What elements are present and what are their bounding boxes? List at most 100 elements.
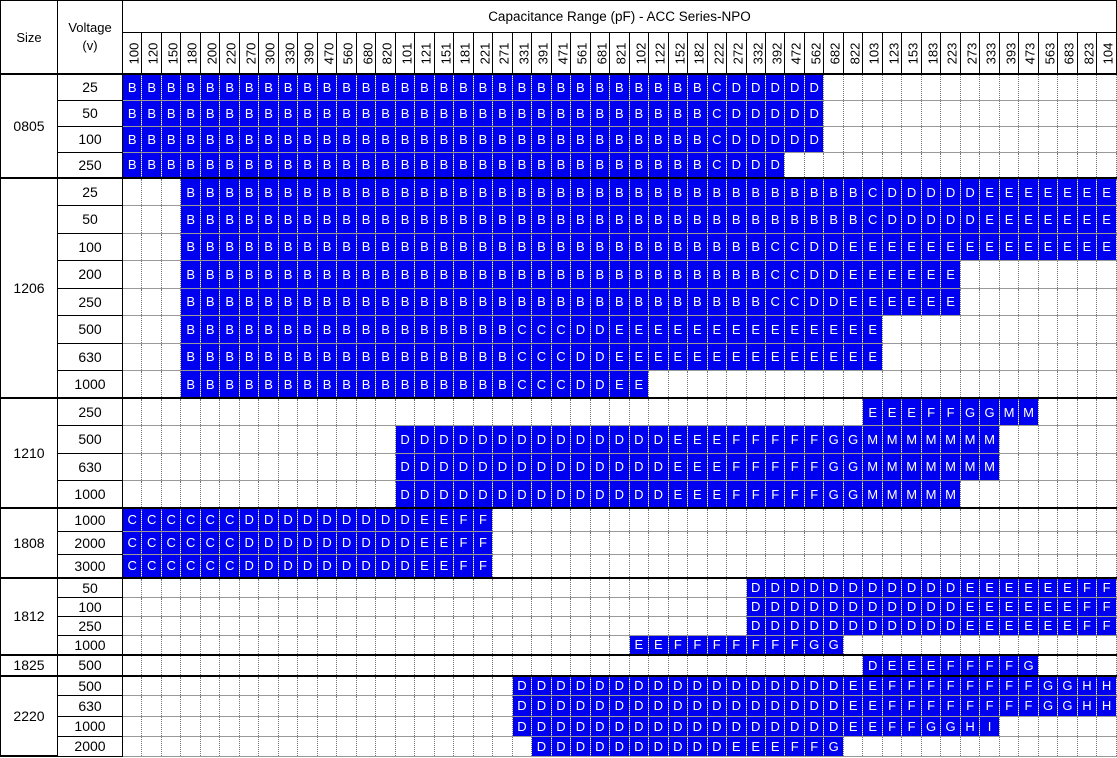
case-code-cell: E xyxy=(745,342,766,371)
case-code-cell: D xyxy=(433,452,455,481)
case-code-cell: D xyxy=(570,425,591,454)
case-code-cell: D xyxy=(414,425,435,454)
empty-cell xyxy=(277,596,299,617)
empty-cell xyxy=(258,425,279,454)
case-code-cell: E xyxy=(998,205,1020,234)
empty-cell xyxy=(375,615,396,636)
case-code-cell: M xyxy=(862,452,883,481)
empty-cell xyxy=(1096,370,1117,399)
case-code-cell: D xyxy=(823,232,844,261)
empty-cell xyxy=(784,506,805,532)
case-code-cell: B xyxy=(550,287,572,316)
case-code-cell: B xyxy=(199,342,221,371)
empty-cell xyxy=(160,596,182,617)
case-code-cell: F xyxy=(803,452,825,481)
empty-cell xyxy=(628,530,650,556)
empty-cell xyxy=(823,151,844,179)
empty-cell xyxy=(550,634,572,656)
empty-cell xyxy=(258,576,279,598)
case-code-cell: B xyxy=(648,125,669,153)
case-code-cell: D xyxy=(648,425,669,454)
table-row: 500 D D D D D D D D D D D D D D E E E F F F F F G G M M M M M M M xyxy=(1,425,1117,454)
case-code-cell: B xyxy=(433,315,455,344)
capacitance-column-labels: 100 120 150 180 200 220 270 300 330 390 470 560 680 8… xyxy=(1,32,1117,75)
case-code-cell: B xyxy=(277,151,299,179)
case-code-cell: F xyxy=(940,674,961,697)
case-code-cell: B xyxy=(394,342,416,371)
empty-cell xyxy=(297,397,318,426)
empty-cell xyxy=(998,287,1020,316)
case-code-cell: B xyxy=(238,342,260,371)
case-code-cell: B xyxy=(238,370,260,399)
empty-cell xyxy=(121,674,143,697)
case-code-cell: B xyxy=(511,151,533,179)
case-code-cell: C xyxy=(764,232,786,261)
empty-cell xyxy=(589,554,611,579)
empty-cell xyxy=(511,634,533,656)
case-code-cell: B xyxy=(316,260,338,289)
empty-cell xyxy=(589,397,611,426)
empty-cell xyxy=(238,425,260,454)
column-header: 221 xyxy=(472,32,494,75)
empty-cell xyxy=(784,151,805,179)
case-code-cell: D xyxy=(628,695,650,717)
empty-cell xyxy=(1096,735,1117,757)
case-code-cell: E xyxy=(979,596,1000,617)
empty-cell xyxy=(199,576,221,598)
empty-cell xyxy=(531,576,552,598)
empty-cell xyxy=(336,634,357,656)
empty-cell xyxy=(141,674,162,697)
case-code-cell: E xyxy=(433,506,455,532)
empty-cell xyxy=(121,370,143,399)
case-code-cell: C xyxy=(706,125,728,153)
case-code-cell: D xyxy=(570,315,591,344)
empty-cell xyxy=(589,653,611,677)
column-header: 682 xyxy=(823,32,844,75)
column-header-label: 180 xyxy=(184,42,200,64)
case-code-cell: C xyxy=(784,260,805,289)
case-code-cell: B xyxy=(472,370,494,399)
case-code-cell: D xyxy=(511,674,533,697)
empty-cell xyxy=(706,653,728,677)
case-code-cell: E xyxy=(784,315,805,344)
column-header-label: 562 xyxy=(808,42,824,64)
case-code-cell: E xyxy=(745,735,766,757)
empty-cell xyxy=(609,530,630,556)
empty-cell xyxy=(1037,342,1059,371)
empty-cell xyxy=(1057,342,1078,371)
case-code-cell: B xyxy=(121,151,143,179)
empty-cell xyxy=(1018,315,1039,344)
empty-cell xyxy=(842,370,864,399)
empty-cell xyxy=(219,596,240,617)
empty-cell xyxy=(687,506,708,532)
empty-cell xyxy=(1076,530,1098,556)
empty-cell xyxy=(1057,735,1078,757)
case-code-cell: E xyxy=(842,232,864,261)
column-header-label: 821 xyxy=(613,42,629,64)
empty-cell xyxy=(375,596,396,617)
empty-cell xyxy=(238,397,260,426)
case-code-cell: D xyxy=(550,480,572,509)
column-header: 150 xyxy=(160,32,182,75)
case-code-cell: B xyxy=(277,177,299,206)
empty-cell xyxy=(180,576,201,598)
empty-cell xyxy=(375,653,396,677)
case-code-cell: M xyxy=(1018,397,1039,426)
case-code-cell: D xyxy=(609,695,630,717)
column-header: 300 xyxy=(258,32,279,75)
empty-cell xyxy=(881,342,903,371)
column-header: 120 xyxy=(141,32,162,75)
column-header: 200 xyxy=(199,32,221,75)
case-code-cell: E xyxy=(979,576,1000,598)
empty-cell xyxy=(531,653,552,677)
case-code-cell: B xyxy=(472,73,494,101)
empty-cell xyxy=(375,674,396,697)
case-code-cell: D xyxy=(472,425,494,454)
case-code-cell: B xyxy=(336,177,357,206)
case-code-cell: D xyxy=(687,674,708,697)
empty-cell xyxy=(823,370,844,399)
case-code-cell: D xyxy=(628,715,650,737)
case-code-cell: D xyxy=(394,480,416,509)
empty-cell xyxy=(1057,653,1078,677)
